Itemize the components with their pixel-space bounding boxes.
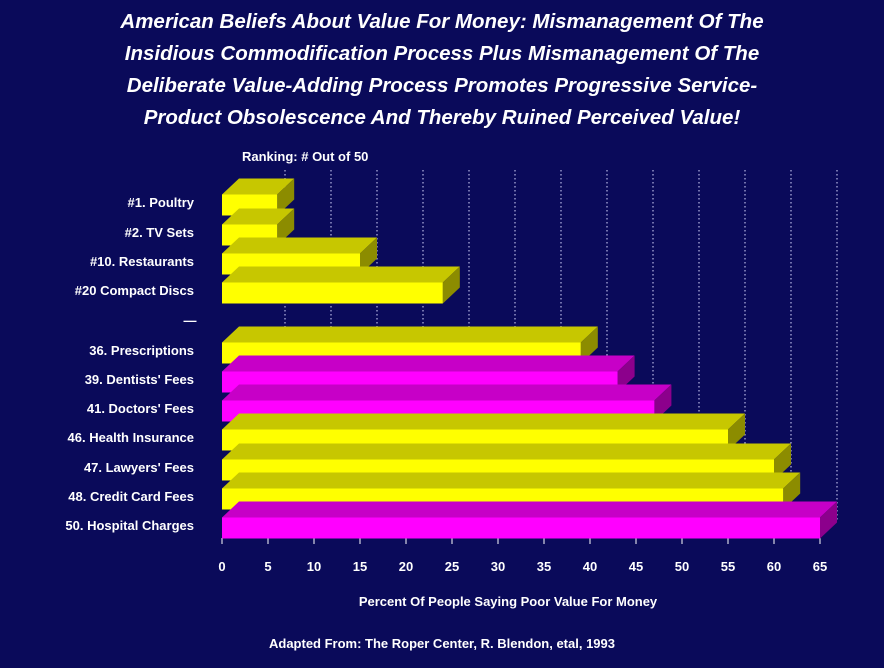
x-tick-label: 50 (675, 559, 689, 574)
bar-side (277, 208, 295, 246)
bar-top (222, 413, 745, 430)
category-label: #10. Restaurants (90, 254, 194, 269)
title-line-4: Product Obsolescence And Thereby Ruined … (143, 106, 741, 129)
bar-side (654, 384, 672, 422)
separator-label: — (184, 313, 197, 328)
category-label: #20 Compact Discs (75, 283, 194, 298)
bar-side (277, 178, 295, 216)
title-line-2: Insidious Commodification Process Plus M… (124, 42, 760, 65)
bar (222, 501, 837, 539)
category-label: 46. Health Insurance (68, 430, 194, 445)
title-line-3: Deliberate Value-Adding Process Promotes… (126, 74, 758, 97)
bar-side (728, 413, 745, 451)
bar-top (222, 178, 295, 195)
bar-top (222, 266, 460, 283)
x-tick-label: 20 (399, 559, 413, 574)
x-tick-label: 15 (353, 559, 367, 574)
x-tick-label: 35 (537, 559, 551, 574)
x-tick-label: 25 (445, 559, 459, 574)
bar-side (783, 472, 801, 510)
x-tick-label: 0 (218, 559, 225, 574)
category-label: 47. Lawyers' Fees (84, 460, 194, 475)
bar-side (442, 266, 460, 304)
bar-top (222, 237, 377, 254)
category-label: 41. Doctors' Fees (87, 401, 194, 416)
bar-side (580, 326, 598, 364)
category-label: 48. Credit Card Fees (68, 489, 194, 504)
bar-top (222, 501, 837, 518)
x-tick-label: 60 (767, 559, 781, 574)
bar-side (617, 355, 635, 393)
x-tick-label: 40 (583, 559, 597, 574)
bar-front (222, 517, 820, 539)
category-labels: #1. Poultry #2. TV Sets #10. Restaurants #2… (65, 195, 196, 533)
bar-top (222, 326, 598, 343)
bars (222, 178, 837, 539)
chart-title: American Beliefs About Value For Money: … (0, 6, 884, 134)
bar-top (222, 208, 295, 225)
bar-top (222, 384, 672, 401)
bar (222, 178, 295, 216)
bar-side (360, 237, 377, 275)
category-label: #2. TV Sets (125, 225, 194, 240)
x-tick-label: 65 (813, 559, 827, 574)
bar-top (222, 443, 791, 460)
x-tick-label: 55 (721, 559, 735, 574)
category-label: 36. Prescriptions (89, 343, 194, 358)
title-line-1: American Beliefs About Value For Money: … (120, 10, 764, 33)
ranking-subtitle: Ranking: # Out of 50 (242, 149, 368, 164)
category-label: #1. Poultry (128, 195, 195, 210)
bar (222, 266, 460, 304)
x-axis-label: Percent Of People Saying Poor Value For … (359, 594, 658, 609)
bar-side (774, 443, 791, 481)
x-tick-label: 10 (307, 559, 321, 574)
bar-chart: Ranking: # Out of 50 #1. Poultry #2. TV S… (65, 149, 838, 609)
x-tick-label: 5 (264, 559, 271, 574)
bar-top (222, 355, 635, 372)
x-tick-label: 45 (629, 559, 643, 574)
x-tick-label: 30 (491, 559, 505, 574)
bar-top (222, 472, 801, 489)
source-caption: Adapted From: The Roper Center, R. Blend… (268, 636, 615, 651)
bar-side (820, 501, 837, 539)
category-label: 39. Dentists' Fees (85, 372, 194, 387)
category-label: 50. Hospital Charges (65, 518, 194, 533)
x-tick-labels: 0 5 10 15 20 25 30 35 40 45 50 55 60 65 (218, 559, 827, 574)
bar-front (222, 282, 443, 304)
